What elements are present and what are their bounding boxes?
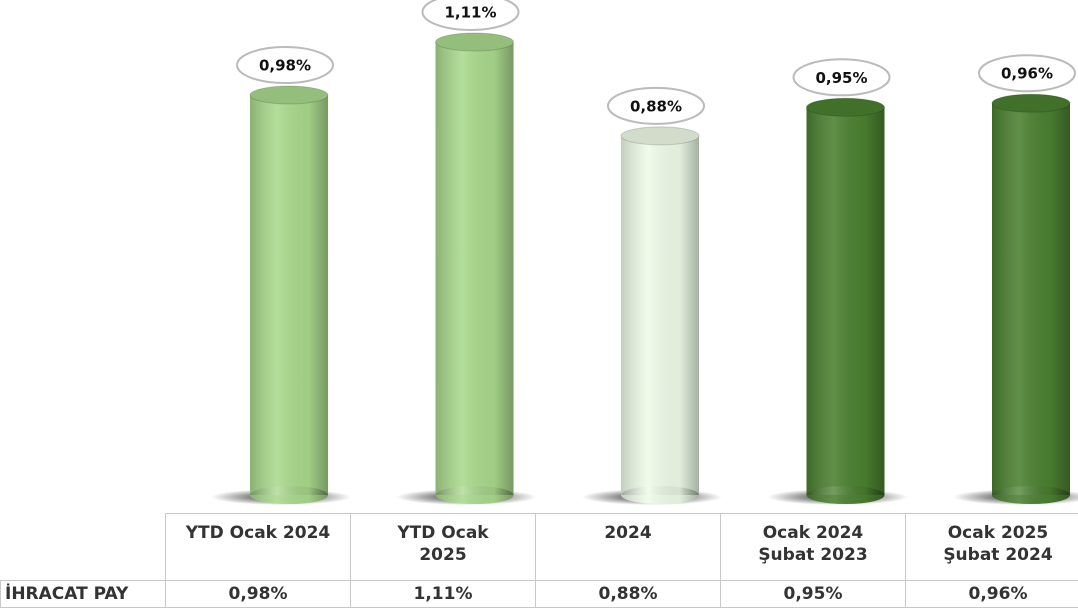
table-value: 0,95% [720,580,906,608]
category-label: Ocak 2024 Şubat 2023 [720,513,906,581]
data-label: 0,95% [815,69,867,87]
category-label: 2024 [535,513,721,581]
data-table: YTD Ocak 2024 YTD Ocak 2025 2024 Ocak 2024 … [0,513,1078,608]
category-label: YTD Ocak 2024 [165,513,351,581]
label-bubble [792,58,891,97]
bar-shading [435,42,514,495]
table-value: 0,98% [165,580,351,608]
category-label: YTD Ocak 2025 [350,513,536,581]
bar-top [620,126,700,146]
category-label: Ocak 2025 Şubat 2024 [905,513,1078,581]
bar-bottom-shading [992,486,1070,504]
chart: 0,98% 1,11% 0,88% 0,95% 0,96% [211,0,1078,505]
bar-shading [806,107,885,495]
bar-bottom-shading [621,486,699,504]
bar-top [249,85,329,105]
empty-cell [0,513,166,581]
data-label: 0,98% [259,57,311,75]
bar-top [806,97,885,117]
bar-shading [250,95,328,496]
bar-top-shading [250,86,328,105]
bar-top-shading [806,98,885,117]
bar-bottom-shading [435,486,514,504]
bar-bottom-shading [806,486,885,504]
label-bubble [978,54,1076,93]
bar-shading [621,135,699,495]
bar-top-shading [621,126,699,145]
bar-top [991,93,1071,113]
label-bubble [607,86,705,125]
bar-top-shading [435,33,514,51]
bar-shading [992,103,1070,495]
table-value: 1,11% [350,580,536,608]
data-label: 1,11% [444,4,496,22]
label-bubble [421,0,520,31]
series-name: İHRACAT PAY [0,580,166,608]
table-value: 0,88% [535,580,721,608]
bar-bottom-shading [250,486,328,504]
bar-top-shading [992,94,1070,113]
data-label: 0,96% [1001,65,1053,83]
label-bubble [236,46,334,85]
table-value: 0,96% [905,580,1078,608]
data-label: 0,88% [630,97,682,115]
bar-top [435,32,514,52]
